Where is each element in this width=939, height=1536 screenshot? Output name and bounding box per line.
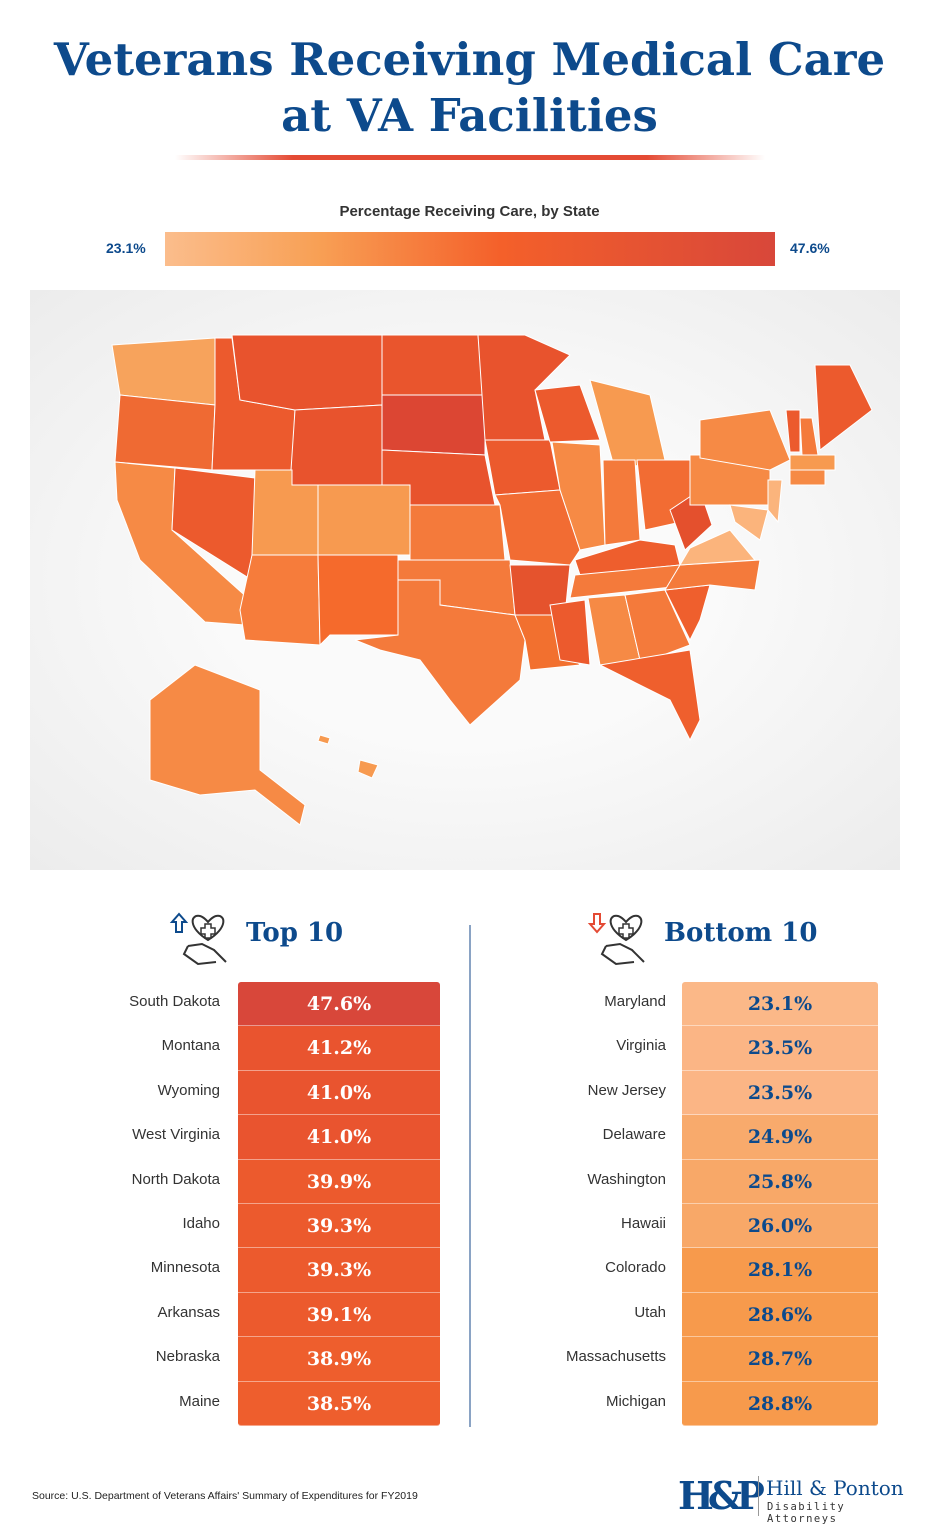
- state-new-jersey: [767, 479, 783, 524]
- logo-separator: [758, 1476, 759, 1516]
- state-vermont: [785, 409, 801, 453]
- company-logo: H&P Hill & Ponton Disability Attorneys: [678, 1473, 908, 1526]
- state-illinois: [551, 441, 606, 551]
- title-underline: [175, 155, 765, 160]
- state-hawaii: [357, 759, 379, 779]
- state-label: Hawaii: [620, 1215, 666, 1232]
- value-cell: 28.8%: [682, 1381, 878, 1426]
- state-alaska: [149, 664, 306, 826]
- logo-mark: H&P: [678, 1473, 765, 1518]
- state-label: South Dakota: [129, 993, 220, 1010]
- logo-tagline: Disability Attorneys: [767, 1501, 846, 1525]
- legend-color-scale: [165, 232, 775, 266]
- state-label: North Dakota: [131, 1170, 220, 1188]
- state-wisconsin: [534, 384, 601, 443]
- state-hawaii-islands: [317, 734, 331, 745]
- value-cell: 28.6%: [682, 1292, 878, 1338]
- legend-min-label: 23.1%: [106, 240, 146, 256]
- value-cell: 28.1%: [682, 1248, 878, 1293]
- value-cell: 23.5%: [682, 1026, 878, 1071]
- value-cell: 41.0%: [238, 1070, 440, 1116]
- state-label: Delaware: [602, 1126, 666, 1144]
- state-arizona: [239, 554, 321, 646]
- state-michigan: [589, 379, 666, 471]
- state-label: Minnesota: [150, 1259, 220, 1277]
- value-cell: 23.1%: [682, 982, 878, 1027]
- top10-title: Top 10: [246, 918, 344, 948]
- value-cell: 38.9%: [238, 1337, 440, 1382]
- state-label: Montana: [161, 1037, 220, 1055]
- logo-name: Hill & Ponton: [766, 1476, 904, 1500]
- value-cell: 24.9%: [682, 1115, 878, 1160]
- state-label: Utah: [634, 1303, 666, 1321]
- state-label: Maryland: [604, 993, 666, 1010]
- source-note: Source: U.S. Department of Veterans Affa…: [32, 1490, 418, 1502]
- state-massachusetts: [789, 454, 836, 471]
- state-maine: [814, 364, 873, 451]
- state-new-mexico: [317, 554, 399, 647]
- state-oregon: [114, 394, 216, 471]
- state-texas: [354, 579, 526, 726]
- state-kentucky: [574, 539, 681, 576]
- state-connecticut-rhode-island: [789, 469, 826, 486]
- state-new-hampshire: [799, 417, 819, 456]
- state-kansas: [409, 504, 506, 561]
- state-iowa: [484, 439, 561, 496]
- state-label: Nebraska: [155, 1348, 220, 1366]
- heart-hand-arrow-down-icon: [587, 913, 645, 966]
- state-label: Virginia: [616, 1037, 666, 1055]
- value-cell: 38.5%: [238, 1381, 440, 1426]
- state-colorado: [317, 484, 411, 556]
- value-cell: 41.2%: [238, 1026, 440, 1071]
- state-label: Massachusetts: [565, 1348, 666, 1366]
- title-line-2: at VA Facilities: [281, 89, 658, 142]
- value-cell: 25.8%: [682, 1159, 878, 1204]
- legend-title: Percentage Receiving Care, by State: [339, 203, 600, 220]
- state-south-dakota: [381, 394, 486, 456]
- state-label: Arkansas: [157, 1303, 220, 1321]
- state-indiana: [602, 459, 641, 546]
- state-georgia: [624, 589, 691, 661]
- state-virginia: [679, 529, 757, 566]
- legend-max-label: 47.6%: [790, 240, 830, 256]
- state-washington: [111, 337, 216, 406]
- state-label: Colorado: [605, 1259, 666, 1277]
- value-cell: 41.0%: [238, 1115, 440, 1160]
- state-montana: [231, 334, 383, 411]
- state-label: West Virginia: [132, 1126, 220, 1144]
- title-line-1: Veterans Receiving Medical Care: [53, 33, 886, 86]
- value-cell: 39.1%: [238, 1292, 440, 1338]
- value-cell: 23.5%: [682, 1070, 878, 1116]
- state-label: Washington: [587, 1170, 666, 1188]
- page-title: Veterans Receiving Medical Care at VA Fa…: [0, 32, 939, 144]
- value-cell: 39.3%: [238, 1204, 440, 1249]
- us-map: [111, 334, 873, 826]
- column-divider: [469, 925, 471, 1427]
- state-wyoming: [289, 404, 383, 486]
- state-label: Idaho: [182, 1215, 220, 1232]
- state-new-york: [699, 409, 791, 471]
- value-cell: 28.7%: [682, 1337, 878, 1382]
- heart-hand-arrow-up-icon: [169, 912, 227, 966]
- state-north-dakota: [381, 334, 486, 396]
- value-cell: 39.3%: [238, 1248, 440, 1293]
- state-label: Michigan: [605, 1392, 666, 1410]
- bottom10-title: Bottom 10: [664, 918, 818, 948]
- state-maryland-delaware: [729, 504, 769, 541]
- state-florida: [598, 649, 701, 742]
- value-cell: 26.0%: [682, 1204, 878, 1249]
- state-label: New Jersey: [587, 1081, 666, 1099]
- state-label: Wyoming: [157, 1081, 220, 1099]
- state-mississippi: [549, 599, 591, 666]
- state-label: Maine: [179, 1392, 220, 1410]
- value-cell: 39.9%: [238, 1159, 440, 1204]
- value-cell: 47.6%: [238, 982, 440, 1027]
